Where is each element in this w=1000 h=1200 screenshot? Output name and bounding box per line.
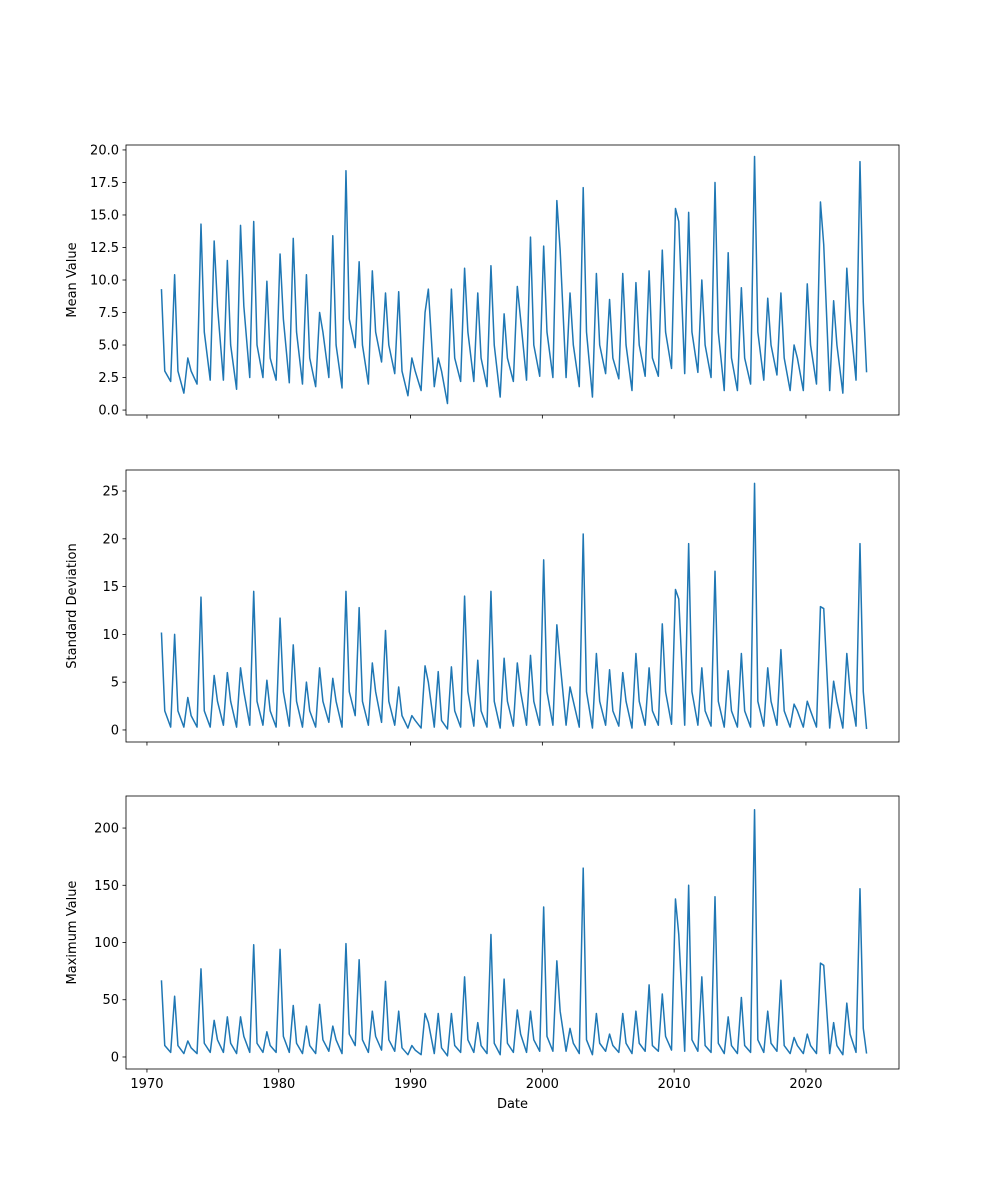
x-axis-label: Date: [497, 1097, 528, 1112]
plot-area: [160, 482, 868, 730]
y-tick-label: 0: [111, 723, 119, 738]
y-tick-label: 15.0: [90, 208, 119, 223]
y-tick-label: 5.0: [98, 339, 119, 354]
x-tick-label: 2010: [658, 1077, 691, 1092]
y-tick-label: 12.5: [90, 241, 119, 256]
y-axis-label: Standard Deviation: [65, 543, 80, 668]
axes-frame: [125, 144, 900, 416]
y-tick-label: 10: [102, 628, 119, 643]
plot-area: [160, 155, 868, 405]
y-tick-label: 2.5: [98, 371, 119, 386]
y-tick-label: 0.0: [98, 404, 119, 419]
x-tick-label: 1970: [130, 1077, 163, 1092]
data-line: [160, 482, 868, 730]
y-tick-label: 0: [111, 1050, 119, 1065]
y-tick-label: 17.5: [90, 176, 119, 191]
x-tick-label: 1980: [262, 1077, 295, 1092]
y-tick-label: 100: [94, 936, 119, 951]
data-line: [160, 808, 868, 1057]
plot-area: [160, 808, 868, 1057]
y-axis-label: Mean Value: [65, 242, 80, 317]
data-line: [160, 155, 868, 405]
axes-frame: [125, 795, 900, 1070]
y-tick-label: 200: [94, 822, 119, 837]
y-tick-label: 20: [102, 532, 119, 547]
x-tick-label: 2000: [526, 1077, 559, 1092]
y-tick-label: 25: [102, 485, 119, 500]
x-tick-label: 2020: [789, 1077, 822, 1092]
y-tick-label: 10.0: [90, 274, 119, 289]
y-tick-label: 5: [111, 676, 119, 691]
y-tick-label: 150: [94, 879, 119, 894]
y-tick-label: 20.0: [90, 143, 119, 158]
axes-frame: [125, 469, 900, 743]
y-tick-label: 15: [102, 580, 119, 595]
x-tick-label: 1990: [394, 1077, 427, 1092]
y-tick-label: 7.5: [98, 306, 119, 321]
y-axis-label: Maximum Value: [65, 881, 80, 985]
y-tick-label: 50: [102, 993, 119, 1008]
